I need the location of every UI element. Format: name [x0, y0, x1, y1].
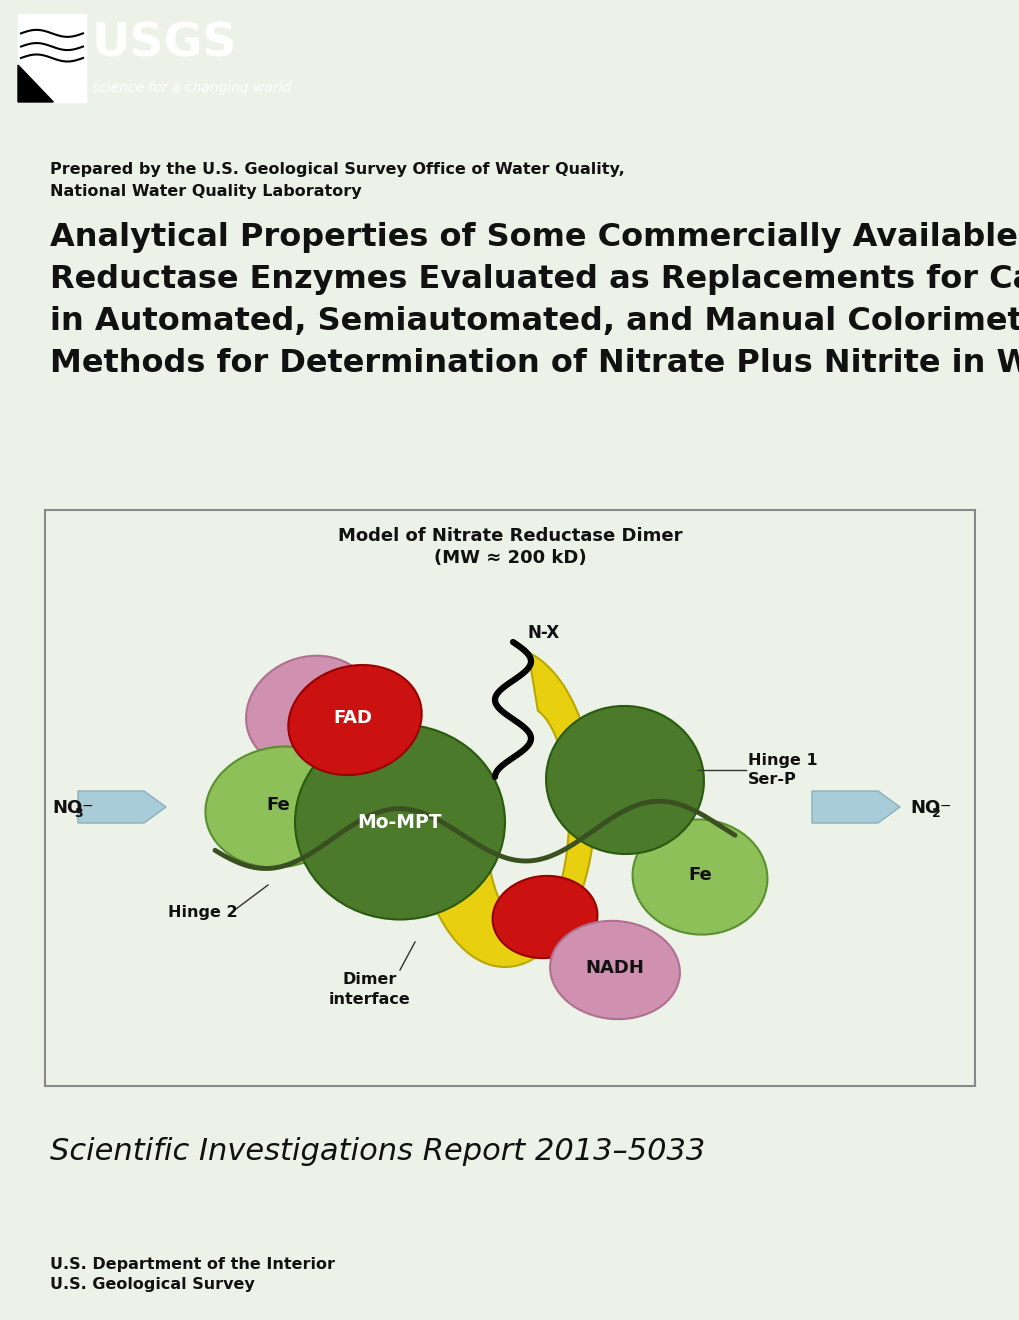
Text: Methods for Determination of Nitrate Plus Nitrite in Water: Methods for Determination of Nitrate Plu…: [50, 348, 1019, 379]
Text: Ser-P: Ser-P: [747, 771, 796, 787]
FancyArrow shape: [811, 791, 899, 822]
Bar: [18, 15, 86, 102]
Text: 2: 2: [931, 807, 940, 820]
Text: NO: NO: [52, 799, 83, 817]
Text: NO: NO: [909, 799, 940, 817]
Text: Scientific Investigations Report 2013–5033: Scientific Investigations Report 2013–50…: [50, 1137, 704, 1166]
Text: Dimer
interface: Dimer interface: [329, 972, 411, 1007]
Text: Mo-MPT: Mo-MPT: [358, 813, 442, 832]
Text: Fe: Fe: [688, 866, 711, 884]
Ellipse shape: [205, 747, 355, 867]
Ellipse shape: [492, 876, 597, 958]
Text: NADH: NADH: [585, 960, 644, 977]
Ellipse shape: [294, 725, 504, 920]
Text: N-X: N-X: [528, 624, 559, 642]
Ellipse shape: [632, 820, 766, 935]
Text: Model of Nitrate Reductase Dimer: Model of Nitrate Reductase Dimer: [337, 527, 682, 545]
Text: Fe: Fe: [266, 796, 289, 814]
Text: science for a changing world: science for a changing world: [92, 81, 291, 95]
Ellipse shape: [549, 921, 680, 1019]
Text: U.S. Geological Survey: U.S. Geological Survey: [50, 1276, 255, 1292]
Text: in Automated, Semiautomated, and Manual Colorimetric: in Automated, Semiautomated, and Manual …: [50, 306, 1019, 337]
Text: U.S. Department of the Interior: U.S. Department of the Interior: [50, 1257, 334, 1272]
FancyArrow shape: [77, 791, 166, 822]
Text: (MW ≈ 200 kD): (MW ≈ 200 kD): [433, 549, 586, 568]
Text: National Water Quality Laboratory: National Water Quality Laboratory: [50, 183, 362, 199]
Text: 3: 3: [74, 807, 83, 820]
Ellipse shape: [288, 665, 421, 775]
Text: Prepared by the U.S. Geological Survey Office of Water Quality,: Prepared by the U.S. Geological Survey O…: [50, 162, 625, 177]
Ellipse shape: [545, 706, 703, 854]
Bar: [45, 510, 974, 1086]
Text: Reductase Enzymes Evaluated as Replacements for Cadmium: Reductase Enzymes Evaluated as Replaceme…: [50, 264, 1019, 294]
Text: FAD: FAD: [333, 709, 372, 727]
Text: Analytical Properties of Some Commercially Available Nitrate: Analytical Properties of Some Commercial…: [50, 222, 1019, 253]
Text: Hinge 2: Hinge 2: [168, 904, 237, 920]
Text: USGS: USGS: [92, 21, 237, 66]
Text: $-$: $-$: [81, 799, 93, 812]
Ellipse shape: [246, 656, 374, 768]
Polygon shape: [415, 652, 594, 968]
Text: Hinge 1: Hinge 1: [747, 752, 817, 767]
Text: $-$: $-$: [938, 799, 951, 812]
Polygon shape: [18, 65, 53, 102]
